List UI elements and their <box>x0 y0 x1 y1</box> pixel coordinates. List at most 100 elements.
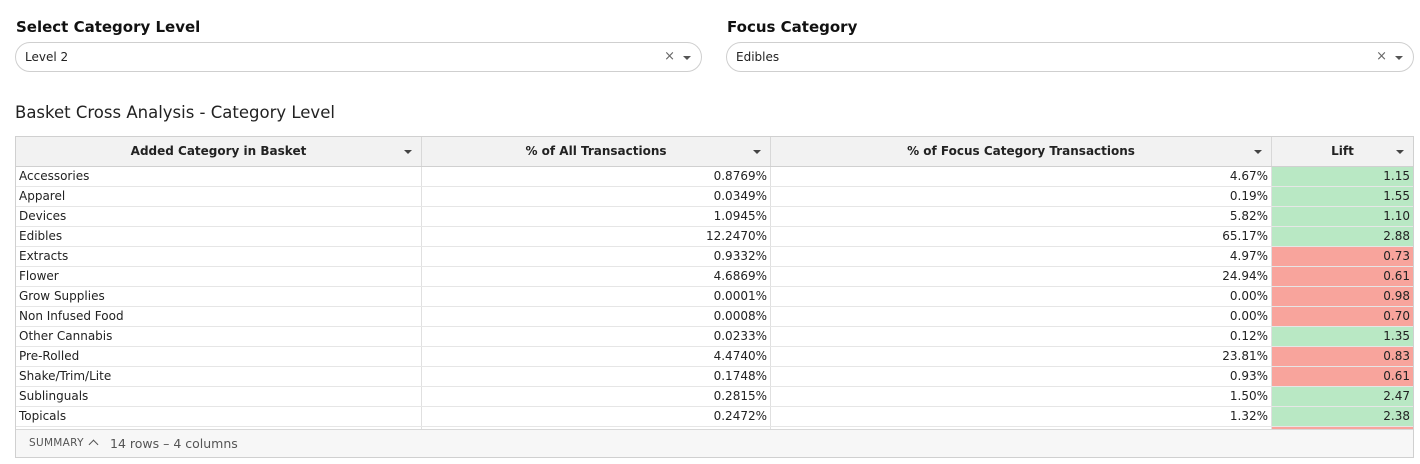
cell-category: Non Infused Food <box>16 307 422 326</box>
cell-category: Accessories <box>16 167 422 186</box>
cell-pct-all: 0.9332% <box>422 247 771 266</box>
cell-pct-focus: 4.67% <box>771 167 1272 186</box>
caret-down-icon[interactable] <box>1396 150 1404 154</box>
cell-lift: 0.70 <box>1272 307 1413 326</box>
cell-pct-all: 0.0349% <box>422 187 771 206</box>
cell-category: Pre-Rolled <box>16 347 422 366</box>
cell-category: Extracts <box>16 247 422 266</box>
caret-down-icon[interactable] <box>1395 56 1403 60</box>
cell-pct-focus: 65.17% <box>771 227 1272 246</box>
summary-text: 14 rows – 4 columns <box>110 436 238 451</box>
cell-pct-focus: 1.32% <box>771 407 1272 426</box>
column-header-category[interactable]: Added Category in Basket <box>16 137 422 166</box>
cell-lift <box>1272 427 1413 429</box>
table-row[interactable]: Devices 1.0945% 5.82% 1.10 <box>16 207 1413 227</box>
cell-pct-all: 0.2472% <box>422 407 771 426</box>
cell-lift: 2.47 <box>1272 387 1413 406</box>
column-header-label: Added Category in Basket <box>130 144 307 158</box>
caret-down-icon[interactable] <box>683 56 691 60</box>
category-level-filter: Select Category Level Level 2 × <box>15 16 702 72</box>
cell-category: Flower <box>16 267 422 286</box>
summary-label: SUMMARY <box>29 437 84 449</box>
cell-pct-all: 4.6869% <box>422 267 771 286</box>
basket-cross-table: Added Category in Basket % of All Transa… <box>15 136 1414 458</box>
cell-lift: 1.55 <box>1272 187 1413 206</box>
focus-category-label: Focus Category <box>727 18 858 36</box>
cell-pct-all: 12.2470% <box>422 227 771 246</box>
clear-icon[interactable]: × <box>1376 49 1387 64</box>
cell-lift: 1.35 <box>1272 327 1413 346</box>
cell-category: Devices <box>16 207 422 226</box>
table-row[interactable]: Apparel 0.0349% 0.19% 1.55 <box>16 187 1413 207</box>
cell-category: Edibles <box>16 227 422 246</box>
table-row[interactable]: Non Infused Food 0.0008% 0.00% 0.70 <box>16 307 1413 327</box>
table-row[interactable]: Pre-Rolled 4.4740% 23.81% 0.83 <box>16 347 1413 367</box>
table-row[interactable]: Topicals 0.2472% 1.32% 2.38 <box>16 407 1413 427</box>
caret-down-icon[interactable] <box>753 150 761 154</box>
cell-lift: 2.38 <box>1272 407 1413 426</box>
table-row[interactable]: Extracts 0.9332% 4.97% 0.73 <box>16 247 1413 267</box>
cell-pct-focus: 5.82% <box>771 207 1272 226</box>
cell-pct-focus: 0.12% <box>771 327 1272 346</box>
table-row[interactable]: Shake/Trim/Lite 0.1748% 0.93% 0.61 <box>16 367 1413 387</box>
cell-lift: 0.98 <box>1272 287 1413 306</box>
caret-down-icon[interactable] <box>1254 150 1262 154</box>
table-row[interactable] <box>16 427 1413 429</box>
table-row[interactable]: Sublinguals 0.2815% 1.50% 2.47 <box>16 387 1413 407</box>
table-body: Accessories 0.8769% 4.67% 1.15 Apparel 0.0349… <box>16 167 1413 429</box>
cell-pct-focus: 0.93% <box>771 367 1272 386</box>
cell-pct-focus <box>771 427 1272 429</box>
cell-category <box>16 427 422 429</box>
cell-pct-all: 4.4740% <box>422 347 771 366</box>
cell-pct-focus: 0.19% <box>771 187 1272 206</box>
table-row[interactable]: Accessories 0.8769% 4.67% 1.15 <box>16 167 1413 187</box>
column-header-label: Lift <box>1331 144 1354 158</box>
cell-pct-focus: 23.81% <box>771 347 1272 366</box>
table-row[interactable]: Edibles 12.2470% 65.17% 2.88 <box>16 227 1413 247</box>
cell-pct-all: 0.0233% <box>422 327 771 346</box>
category-level-label: Select Category Level <box>16 18 201 36</box>
cell-pct-all: 0.8769% <box>422 167 771 186</box>
cell-lift: 0.61 <box>1272 267 1413 286</box>
cell-pct-all: 1.0945% <box>422 207 771 226</box>
cell-pct-focus: 4.97% <box>771 247 1272 266</box>
cell-pct-all: 0.1748% <box>422 367 771 386</box>
cell-pct-all <box>422 427 771 429</box>
focus-category-value: Edibles <box>736 50 780 64</box>
table-row[interactable]: Other Cannabis 0.0233% 0.12% 1.35 <box>16 327 1413 347</box>
cell-lift: 0.61 <box>1272 367 1413 386</box>
cell-pct-all: 0.0001% <box>422 287 771 306</box>
cell-lift: 1.15 <box>1272 167 1413 186</box>
clear-icon[interactable]: × <box>664 49 675 64</box>
chevron-up-icon[interactable] <box>88 439 99 450</box>
column-header-pct-focus[interactable]: % of Focus Category Transactions <box>771 137 1272 166</box>
column-header-pct-all[interactable]: % of All Transactions <box>422 137 771 166</box>
cell-lift: 0.83 <box>1272 347 1413 366</box>
cell-lift: 0.73 <box>1272 247 1413 266</box>
cell-pct-all: 0.0008% <box>422 307 771 326</box>
cell-category: Other Cannabis <box>16 327 422 346</box>
cell-lift: 2.88 <box>1272 227 1413 246</box>
cell-pct-all: 0.2815% <box>422 387 771 406</box>
cell-category: Sublinguals <box>16 387 422 406</box>
focus-category-filter: Focus Category Edibles × <box>726 16 1414 72</box>
category-level-select[interactable]: Level 2 × <box>15 42 702 72</box>
cell-category: Apparel <box>16 187 422 206</box>
cell-category: Topicals <box>16 407 422 426</box>
cell-category: Grow Supplies <box>16 287 422 306</box>
filter-bar: Select Category Level Level 2 × Focus Ca… <box>0 0 1420 80</box>
focus-category-select[interactable]: Edibles × <box>726 42 1414 72</box>
cell-pct-focus: 1.50% <box>771 387 1272 406</box>
cell-category: Shake/Trim/Lite <box>16 367 422 386</box>
cell-lift: 1.10 <box>1272 207 1413 226</box>
table-row[interactable]: Flower 4.6869% 24.94% 0.61 <box>16 267 1413 287</box>
caret-down-icon[interactable] <box>404 150 412 154</box>
column-header-label: % of Focus Category Transactions <box>907 144 1135 158</box>
column-header-lift[interactable]: Lift <box>1272 137 1413 166</box>
column-header-label: % of All Transactions <box>525 144 667 158</box>
table-row[interactable]: Grow Supplies 0.0001% 0.00% 0.98 <box>16 287 1413 307</box>
table-summary-bar: SUMMARY 14 rows – 4 columns <box>16 429 1413 457</box>
table-header: Added Category in Basket % of All Transa… <box>16 137 1413 167</box>
category-level-value: Level 2 <box>25 50 69 64</box>
section-title: Basket Cross Analysis - Category Level <box>15 103 335 122</box>
